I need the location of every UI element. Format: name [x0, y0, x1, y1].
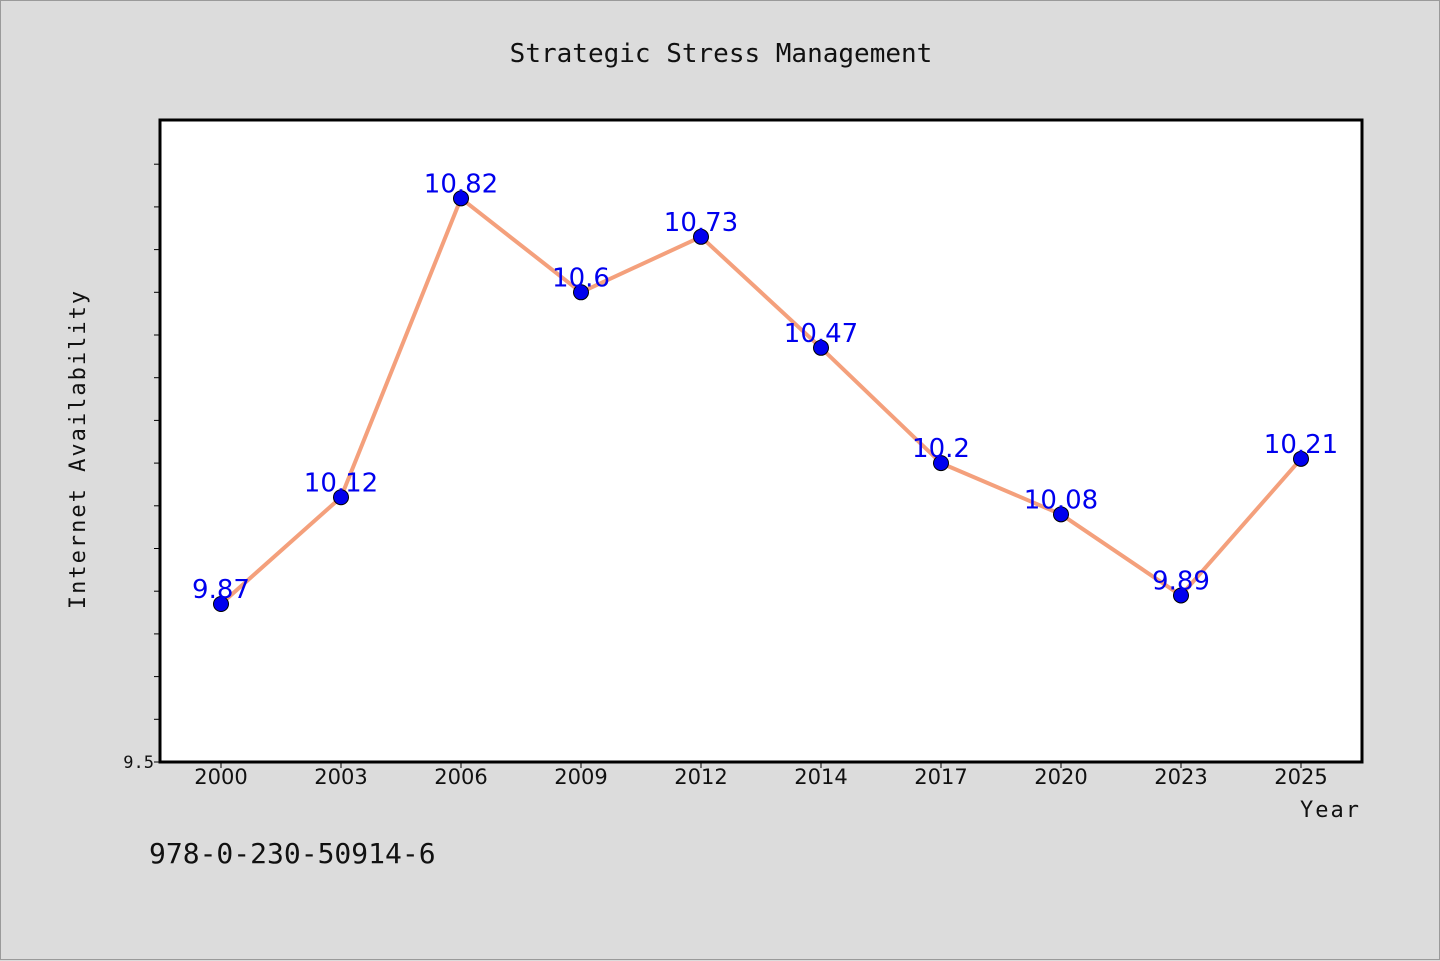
data-label: 10.21: [1264, 430, 1338, 460]
plot-area: [158, 118, 1364, 764]
x-axis-label: Year: [1300, 798, 1361, 823]
x-tick-label: 2017: [914, 765, 967, 789]
data-point-marker: [1053, 506, 1069, 523]
data-label: 10.73: [664, 208, 738, 238]
data-point-marker: [333, 489, 349, 506]
data-label: 10.6: [552, 263, 610, 293]
data-label: 10.47: [784, 319, 858, 349]
data-label: 9.89: [1152, 566, 1210, 596]
data-label: 10.82: [424, 169, 498, 199]
data-point-marker: [693, 228, 709, 245]
x-axis-ticks: 2000 2003 2006 2009 2012 2014 2017 2020 2023 2025: [194, 762, 1328, 789]
x-tick-label: 2020: [1034, 765, 1087, 789]
x-tick-label: 2000: [194, 765, 247, 789]
data-point-marker: [213, 596, 229, 613]
x-tick-label: 2003: [314, 765, 367, 789]
data-point-marker: [1293, 450, 1309, 467]
data-point-marker: [453, 190, 469, 207]
data-label-group: 9.87 10.12 10.82 10.6 10.73 10.47 10.2 10.08 9.8…: [192, 169, 1338, 605]
x-tick-label: 2009: [554, 765, 607, 789]
y-axis-ticks: 9.5: [123, 163, 160, 773]
isbn-caption: 978-0-230-50914-6: [149, 837, 436, 870]
data-point-marker: [933, 455, 949, 472]
y-tick-label: 9.5: [123, 753, 154, 773]
x-tick-label: 2014: [794, 765, 847, 789]
series-line: [219, 196, 1303, 606]
data-point-marker: [573, 284, 589, 301]
x-tick-label: 2023: [1154, 765, 1207, 789]
data-label: 9.87: [192, 575, 250, 605]
y-axis-label: Internet Availability: [66, 289, 91, 609]
x-tick-label: 2025: [1274, 765, 1327, 789]
data-label: 10.12: [304, 468, 378, 498]
x-tick-label: 2012: [674, 765, 727, 789]
series-line-group: [213, 190, 1309, 613]
data-label: 10.08: [1024, 485, 1098, 515]
chart-title: Strategic Stress Management: [510, 39, 933, 69]
data-label: 10.2: [912, 434, 970, 464]
x-tick-label: 2006: [434, 765, 487, 789]
data-point-marker: [813, 339, 829, 356]
data-point-marker: [1173, 587, 1189, 604]
